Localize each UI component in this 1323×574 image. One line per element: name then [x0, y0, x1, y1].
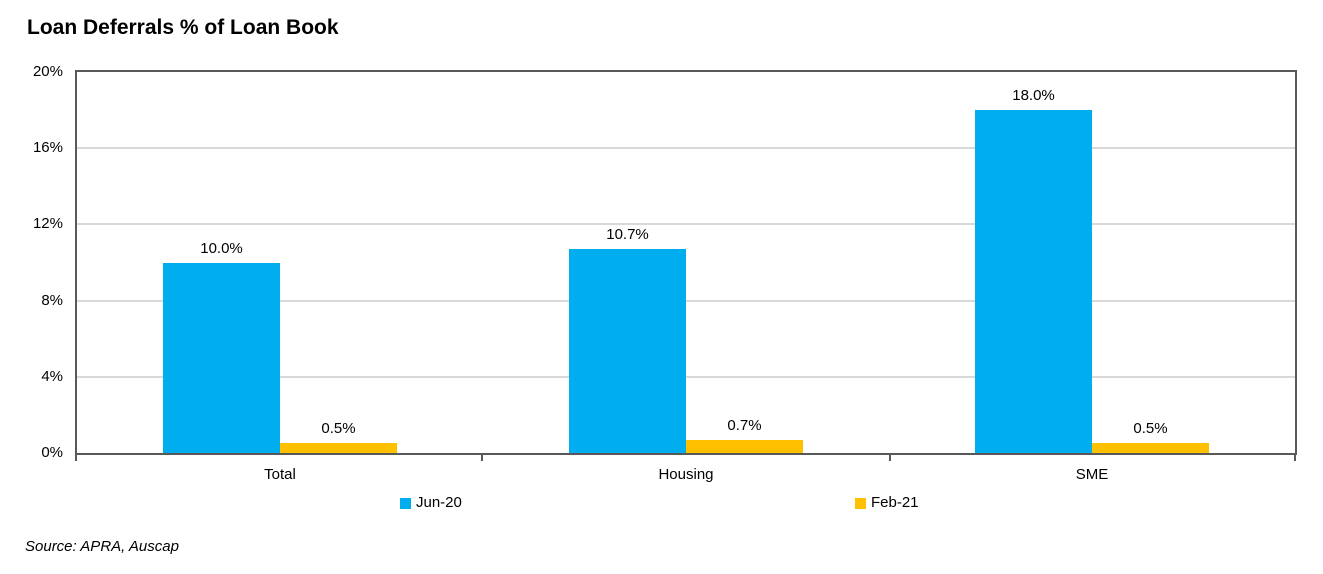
- x-axis-label-total: Total: [264, 466, 296, 483]
- bar-jun-20-housing: [569, 249, 686, 453]
- legend-swatch-jun-20-icon: [400, 497, 411, 509]
- legend-item-feb-21: Feb-21: [855, 494, 919, 512]
- data-label-jun-20-sme: 18.0%: [1012, 87, 1055, 105]
- y-axis-label-4-: 4%: [41, 367, 63, 385]
- legend-item-jun-20: Jun-20: [400, 494, 462, 512]
- bar-jun-20-sme: [975, 110, 1092, 453]
- bar-feb-21-total: [280, 443, 397, 453]
- legend-swatch-feb-21-icon: [855, 497, 866, 509]
- x-axis-label-sme: SME: [1075, 466, 1109, 483]
- y-axis-label-0-: 0%: [41, 444, 63, 461]
- bar-feb-21-housing: [686, 439, 803, 453]
- data-label-jun-20-total: 10.0%: [200, 239, 243, 257]
- legend-label-feb-21: Feb-21: [871, 494, 919, 511]
- x-axis-tick: [75, 453, 77, 461]
- gridline-4-: [77, 375, 1295, 378]
- plot-area: 10.0% 0.5% 10.7% 0.7% 18.0% 0.5%: [75, 70, 1297, 455]
- data-label-feb-21-housing: 0.7%: [727, 416, 762, 434]
- source-note: Source: APRA, Auscap: [25, 538, 179, 555]
- data-label-jun-20-housing: 10.7%: [606, 226, 649, 244]
- gridline-8-: [77, 299, 1295, 302]
- data-label-feb-21-sme: 0.5%: [1133, 420, 1168, 438]
- data-label-feb-21-total: 0.5%: [321, 420, 356, 438]
- bar-feb-21-sme: [1092, 443, 1209, 453]
- y-axis-label-20-: 20%: [32, 63, 63, 80]
- y-axis-label-8-: 8%: [41, 291, 63, 309]
- y-axis-label-16-: 16%: [32, 139, 63, 157]
- x-axis-tick: [481, 453, 484, 461]
- x-axis-tick: [888, 453, 891, 461]
- gridline-16-: [77, 147, 1295, 150]
- legend-label-jun-20: Jun-20: [416, 494, 462, 511]
- y-axis-label-12-: 12%: [32, 215, 63, 233]
- bar-jun-20-total: [163, 262, 280, 453]
- chart-title: Loan Deferrals % of Loan Book: [27, 16, 339, 39]
- x-axis-tick: [1294, 453, 1296, 461]
- x-axis-label-housing: Housing: [658, 466, 714, 483]
- gridline-12-: [77, 223, 1295, 226]
